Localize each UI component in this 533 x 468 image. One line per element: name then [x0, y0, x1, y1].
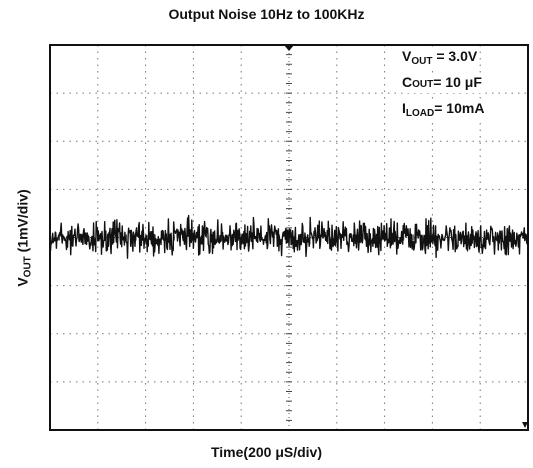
annotation-vout: VOUT = 3.0V: [402, 48, 478, 70]
trigger-marker-bottom-right: [522, 422, 528, 428]
noise-trace: [49, 214, 529, 259]
y-axis-label-subscript: OUT: [22, 256, 34, 278]
annotation-cout-subscript: OUT: [412, 79, 434, 90]
annotation-cout-symbol: C: [402, 74, 413, 90]
annotation-vout-value: = 3.0V: [432, 48, 478, 64]
y-axis-label: VOUT (1mV/div): [15, 189, 34, 286]
annotation-vout-subscript: OUT: [411, 56, 433, 67]
y-axis-label-rest: (1mV/div): [14, 189, 31, 257]
annotation-vout-symbol: V: [402, 48, 412, 64]
annotation-cout-value: = 10 μF: [433, 74, 482, 90]
annotation-cout: COUT= 10 μF: [402, 74, 482, 93]
annotation-iload-subscript: LOAD: [405, 108, 435, 119]
y-axis-label-main: V: [14, 277, 31, 287]
annotation-iload: ILOAD= 10mA: [402, 100, 485, 122]
x-axis-label: Time(200 μS/div): [210, 444, 322, 460]
trigger-marker-top: [284, 45, 294, 51]
annotation-iload-symbol: I: [402, 100, 406, 116]
chart-title: Output Noise 10Hz to 100KHz: [168, 6, 365, 22]
annotation-iload-value: = 10mA: [434, 100, 485, 116]
